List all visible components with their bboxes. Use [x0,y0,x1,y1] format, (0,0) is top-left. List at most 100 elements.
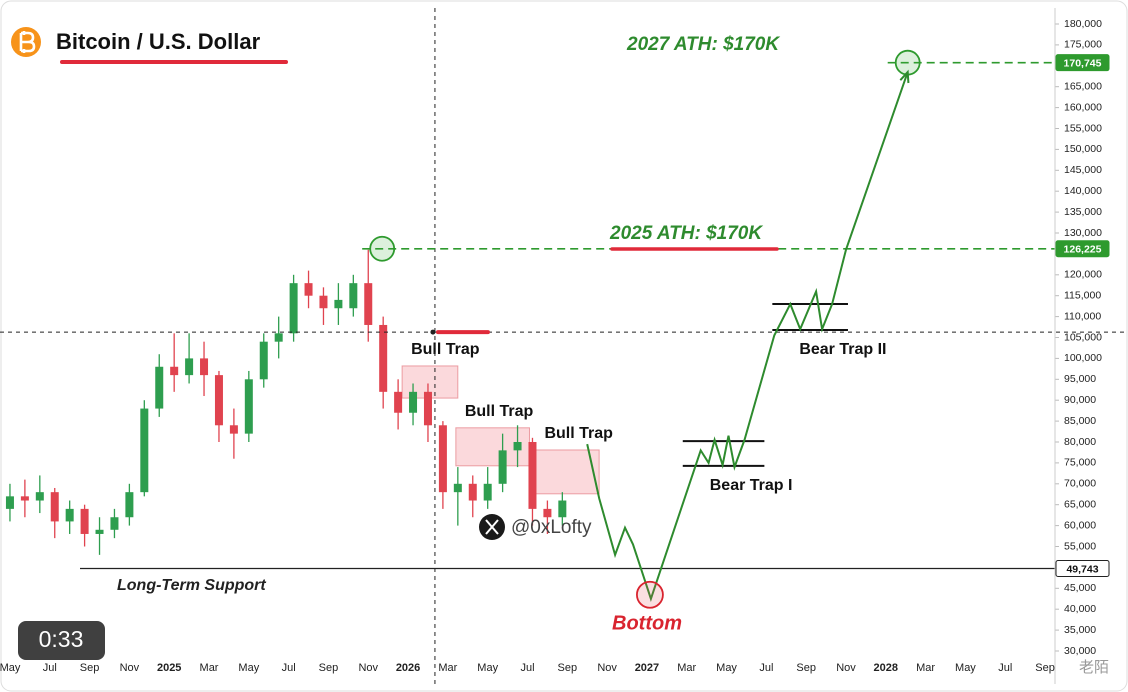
candle-body [5,496,14,509]
y-tick-label: 70,000 [1064,478,1096,490]
candle-body [170,366,179,376]
x-tick-label: 2026 [396,662,420,674]
candle-body [558,500,567,518]
y-tick-label: 140,000 [1064,185,1102,197]
y-tick-label: 75,000 [1064,457,1096,469]
bottom-circle [636,580,664,609]
candle-body [50,492,59,522]
candle-body [453,483,462,493]
x-tick-label: Nov [597,662,617,674]
x-tick-label: Mar [438,662,457,674]
ath-circle [369,235,396,262]
y-tick-label: 180,000 [1064,18,1102,30]
candle-body [80,508,89,534]
x-tick-label: Jul [759,662,773,674]
bottom-label: Bottom [612,612,682,634]
candle-body [200,358,209,376]
price-box-label: 170,745 [1064,57,1102,69]
candle-body [229,425,238,434]
ath-2025-label: 2025 ATH: $170K [609,223,763,244]
x-tick-label: Nov [836,662,856,674]
candle-body [379,324,388,392]
y-tick-label: 95,000 [1064,373,1096,385]
y-tick-label: 90,000 [1064,394,1096,406]
candle-body [409,391,418,413]
candle-body [319,295,328,309]
candle-body [289,283,298,334]
x-tick-label: Jul [282,662,296,674]
x-logo-glyph [485,519,499,535]
x-tick-label: Sep [796,662,816,674]
watermark: @0xLofty [511,517,592,538]
candle-body [304,283,313,296]
y-tick-label: 80,000 [1064,436,1096,448]
candle-body [125,492,134,518]
candle-body [423,391,432,426]
candle-body [468,483,477,501]
x-tick-label: Mar [200,662,219,674]
x-tick-label: Sep [80,662,100,674]
price-box [1055,559,1110,577]
video-time: 0:33 [39,626,84,652]
y-tick-label: 85,000 [1064,415,1096,427]
price-box-label: 49,743 [1066,563,1098,575]
x-tick-label: May [477,662,498,674]
y-tick-label: 30,000 [1064,645,1096,657]
x-tick-label: May [0,662,21,674]
y-tick-label: 40,000 [1064,603,1096,615]
y-tick-label: 100,000 [1064,352,1102,364]
y-tick-label: 155,000 [1064,122,1102,134]
candle-body [214,375,223,426]
price-box [1055,54,1110,72]
bear-trap-label: Bear Trap I [710,477,793,494]
x-tick-label: Sep [558,662,578,674]
x-tick-label: May [238,662,259,674]
candle-body [438,425,447,493]
y-tick-label: 115,000 [1064,289,1101,301]
projection-arrowhead [899,69,910,84]
candle-body [349,283,358,309]
candle-body [528,442,537,509]
x-tick-label: Sep [319,662,339,674]
candle-body [20,496,29,501]
bull-trap-label: Bull Trap [544,425,613,442]
candle-body [543,508,552,518]
projection-line [586,71,909,602]
y-tick-label: 175,000 [1064,39,1102,51]
y-tick-label: 165,000 [1064,80,1102,92]
candle-body [513,442,522,451]
x-tick-label: Nov [358,662,378,674]
candle-body [35,492,44,501]
bull-trap-label: Bull Trap [411,341,480,358]
y-tick-label: 105,000 [1064,331,1102,343]
price-box [1055,240,1110,258]
y-tick-label: 130,000 [1064,227,1102,239]
x-tick-label: Mar [916,662,935,674]
x-tick-label: Jul [520,662,534,674]
x-tick-label: May [955,662,976,674]
y-tick-label: 35,000 [1064,624,1096,636]
x-tick-label: 2028 [874,662,898,674]
bear-trap-label: Bear Trap II [799,341,886,358]
y-tick-label: 160,000 [1064,101,1102,113]
y-tick-label: 45,000 [1064,582,1096,594]
y-tick-label: 150,000 [1064,143,1102,155]
candle-body [110,517,119,530]
candle-body [334,299,343,309]
candle-body [65,508,74,522]
candle-body [498,450,507,484]
x-tick-label: Mar [677,662,696,674]
y-tick-label: 120,000 [1064,269,1102,281]
x-tick-label: Jul [43,662,57,674]
x-tick-label: 2027 [635,662,659,674]
y-tick-label: 135,000 [1064,206,1102,218]
x-tick-label: Nov [120,662,140,674]
price-box-label: 126,225 [1064,244,1102,256]
y-tick-label: 60,000 [1064,519,1096,531]
bull-trap-label: Bull Trap [465,403,534,420]
x-tick-label: May [716,662,737,674]
y-tick-label: 110,000 [1064,310,1101,322]
